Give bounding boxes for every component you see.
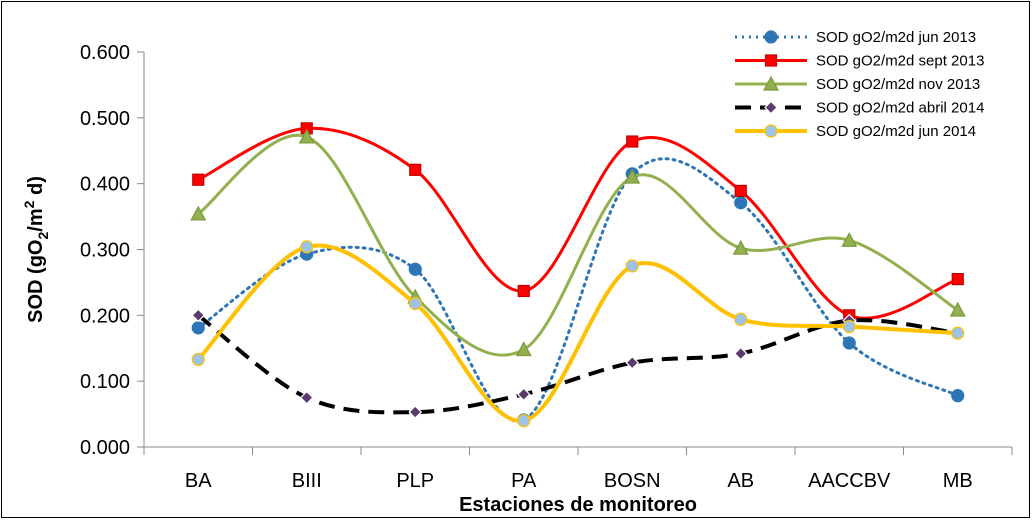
data-point bbox=[298, 128, 315, 144]
data-point bbox=[949, 301, 966, 317]
data-point bbox=[191, 321, 205, 335]
data-point bbox=[409, 163, 422, 176]
x-tick-label: AACCBV bbox=[808, 470, 891, 492]
y-axis-title-mid: /m bbox=[25, 208, 47, 231]
y-ticks: 0.000 0.100 0.200 0.300 0.400 0.500 0.600 bbox=[80, 42, 144, 459]
legend-entry: SOD gO2/m2d jun 2013 bbox=[735, 29, 976, 46]
y-tick-label: 0.100 bbox=[80, 371, 130, 393]
series-line bbox=[196, 133, 960, 357]
data-point bbox=[192, 173, 205, 186]
y-axis-title-end: d) bbox=[25, 176, 47, 200]
legend-marker bbox=[764, 54, 778, 67]
y-axis-title: SOD (gO2/m2 d) bbox=[21, 176, 51, 323]
y-tick-label: 0.600 bbox=[80, 42, 130, 64]
x-tick-label: BOSN bbox=[604, 470, 661, 492]
data-point bbox=[408, 405, 423, 419]
x-tick-label: BA bbox=[185, 470, 212, 492]
legend-entry: SOD gO2/m2d nov 2013 bbox=[735, 75, 980, 93]
y-tick-label: 0.500 bbox=[80, 108, 130, 130]
y-tick-label: 0.000 bbox=[80, 437, 130, 459]
legend-marker bbox=[764, 124, 778, 138]
data-point bbox=[516, 387, 531, 402]
data-point bbox=[734, 196, 748, 210]
legend-entry: SOD gO2/m2d sept 2013 bbox=[735, 53, 984, 70]
series-1 bbox=[191, 157, 965, 427]
legend-marker bbox=[764, 100, 778, 115]
data-point bbox=[733, 346, 748, 361]
x-tick-label: PLP bbox=[396, 470, 434, 492]
data-point bbox=[300, 240, 314, 254]
legend-label: SOD gO2/m2d nov 2013 bbox=[816, 76, 980, 93]
data-point bbox=[625, 259, 639, 273]
data-point bbox=[408, 262, 422, 276]
legend-entry: SOD gO2/m2d jun 2014 bbox=[735, 123, 976, 140]
y-tick-label: 0.200 bbox=[80, 305, 130, 327]
series-2 bbox=[192, 122, 964, 322]
data-point bbox=[842, 336, 856, 350]
y-axis-title-sub: 2 bbox=[35, 232, 51, 240]
data-point bbox=[626, 135, 639, 148]
legend-label: SOD gO2/m2d jun 2013 bbox=[816, 29, 976, 46]
data-point bbox=[625, 355, 640, 370]
x-tick-label: PA bbox=[511, 470, 537, 492]
series-line bbox=[196, 243, 960, 423]
series-line bbox=[196, 126, 960, 320]
series bbox=[190, 122, 966, 428]
y-tick-label: 0.300 bbox=[80, 240, 130, 262]
data-point bbox=[734, 312, 748, 326]
data-point bbox=[515, 341, 532, 357]
x-axis-title: Estaciones de monitoreo bbox=[459, 494, 697, 516]
legend-label: SOD gO2/m2d jun 2014 bbox=[816, 123, 976, 140]
legend-marker bbox=[762, 75, 780, 91]
legend-label: SOD gO2/m2d abril 2014 bbox=[816, 100, 984, 117]
data-point bbox=[951, 273, 964, 286]
data-point bbox=[517, 284, 530, 298]
data-point bbox=[191, 352, 205, 367]
data-point bbox=[841, 232, 858, 247]
data-point bbox=[191, 308, 206, 323]
data-point bbox=[299, 390, 314, 405]
data-point bbox=[408, 296, 422, 311]
data-point bbox=[951, 389, 965, 403]
data-point bbox=[190, 205, 207, 221]
data-point bbox=[734, 184, 747, 198]
data-point bbox=[842, 319, 856, 334]
y-tick-label: 0.400 bbox=[80, 174, 130, 196]
data-point bbox=[951, 326, 965, 340]
legend-label: SOD gO2/m2d sept 2013 bbox=[816, 53, 984, 70]
data-point bbox=[732, 239, 749, 255]
series-5 bbox=[191, 240, 965, 428]
x-tick-label: AB bbox=[727, 470, 754, 492]
x-ticks: BA BIII PLP PA BOSN AB AACCBV MB bbox=[143, 447, 1013, 492]
legend-marker bbox=[764, 30, 778, 44]
x-tick-label: MB bbox=[943, 470, 973, 492]
legend-entry: SOD gO2/m2d abril 2014 bbox=[735, 100, 984, 117]
y-axis-title-main: SOD (gO bbox=[25, 240, 47, 323]
x-tick-label: BIII bbox=[292, 470, 322, 492]
series-3 bbox=[190, 128, 966, 357]
data-point bbox=[517, 414, 531, 428]
series-line bbox=[196, 157, 960, 423]
y-axis-title-sup: 2 bbox=[21, 200, 37, 208]
legend: SOD gO2/m2d jun 2013 SOD gO2/m2d sept 201… bbox=[735, 29, 984, 140]
data-point bbox=[624, 168, 641, 184]
